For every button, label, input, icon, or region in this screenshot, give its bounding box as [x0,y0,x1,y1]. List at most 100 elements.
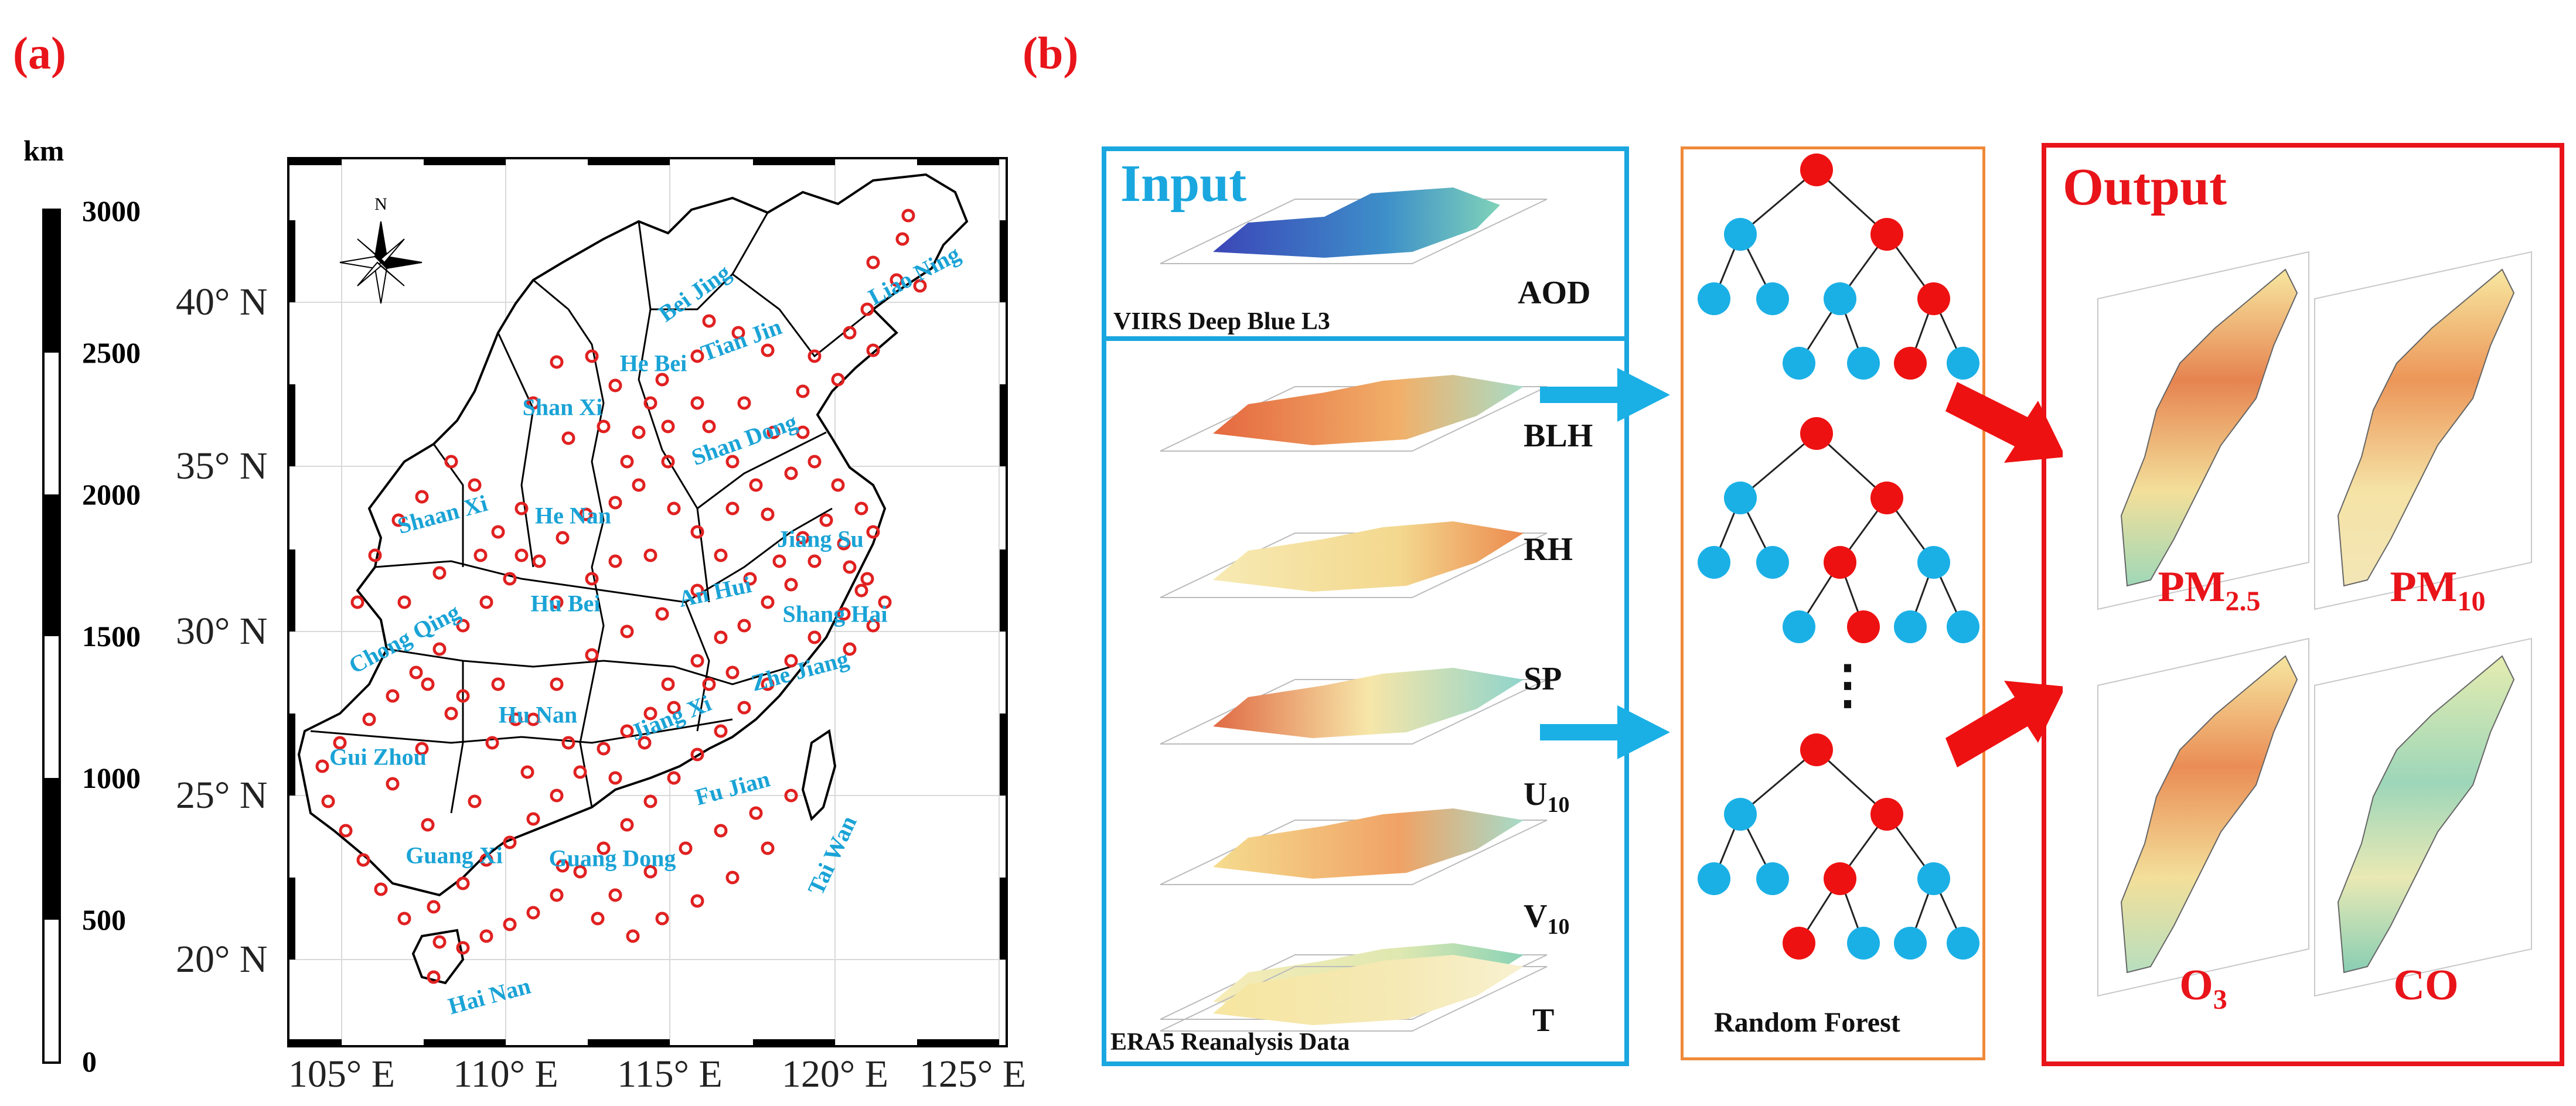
tree-edge [1740,749,1817,815]
monitoring-station [860,572,874,586]
tree-node [1824,282,1856,315]
monitoring-station [714,630,728,644]
monitoring-station [386,777,400,791]
monitoring-station [479,929,493,943]
tree-node [1870,482,1903,514]
monitoring-station [597,419,611,433]
scale-tick: 1500 [82,620,141,653]
output-label: O3 [2179,961,2227,1015]
input-box [1102,146,1629,1066]
tree-node [1894,347,1927,380]
tree-node [1824,862,1856,895]
tree-node [1870,798,1903,831]
monitoring-station [421,677,435,691]
monitoring-station [427,900,441,914]
monitoring-station [479,595,493,609]
monitoring-station [784,466,798,480]
province-label: He Bei [619,350,687,377]
monitoring-station [561,736,575,750]
monitoring-station [784,654,798,668]
monitoring-station [690,349,704,363]
monitoring-station [860,302,874,316]
satellite-caption: VIIRS Deep Blue L3 [1113,308,1330,335]
monitoring-station [526,906,540,920]
tree-node [1947,347,1979,380]
monitoring-station [901,209,915,223]
monitoring-station [444,706,458,721]
lat-label: 35° N [176,445,268,487]
monitoring-station [702,419,716,433]
monitoring-station [427,970,441,984]
tree-node [1917,546,1950,579]
output-label: PM2.5 [2158,563,2261,617]
monitoring-station [731,326,745,340]
monitoring-station [819,513,833,527]
monitoring-station [550,677,564,691]
tree-node [1870,218,1903,251]
monitoring-station [643,706,657,721]
monitoring-station [890,273,904,287]
monitoring-station [725,871,740,885]
lat-label: 20° N [176,938,268,981]
lat-label: 40° N [176,281,268,323]
monitoring-station [362,712,376,726]
monitoring-station [807,554,822,568]
monitoring-station [550,595,564,609]
province-label: Gui Zhou [329,743,427,770]
monitoring-station [667,701,681,715]
tree-node [1917,862,1950,895]
monitoring-station [667,771,681,785]
monitoring-station [761,677,775,691]
lon-label: 105° E [288,1053,396,1095]
monitoring-station [766,425,781,439]
monitoring-station [456,876,470,890]
tree-node [1847,347,1880,380]
monitoring-station [491,525,505,539]
monitoring-station [620,624,634,639]
monitoring-station [725,455,740,469]
monitoring-station [772,554,786,568]
monitoring-station [620,724,634,738]
input-divider [1102,336,1629,341]
lon-label: 115° E [617,1053,723,1095]
random-forest-trees [1698,153,1979,960]
random-forest-box [1681,146,1985,1060]
monitoring-station [550,355,564,369]
monitoring-station [866,619,880,633]
monitoring-station [714,724,728,738]
monitoring-station [573,765,587,779]
monitoring-station [556,859,570,873]
monitoring-station [643,865,657,879]
monitoring-station [796,384,810,398]
monitoring-station [632,478,646,492]
monitoring-station [397,595,411,609]
tree-node [1947,927,1979,960]
elevation-scale-bar [42,209,61,1064]
monitoring-station [391,513,406,527]
model-caption: Random Forest [1714,1007,1900,1038]
t-map-layer [1160,955,1548,1032]
monitoring-station [468,478,482,492]
tree-node [1800,153,1833,186]
monitoring-station [843,326,857,340]
monitoring-station [655,607,669,621]
monitoring-station [415,742,429,756]
monitoring-station [837,607,851,621]
monitoring-station [597,742,611,756]
province-label: Hu Nan [498,701,578,728]
monitoring-station [526,712,540,726]
monitoring-station [831,478,845,492]
monitoring-station [843,642,857,656]
tree-edge [1740,432,1817,499]
tree-node [1756,546,1789,579]
monitoring-station [526,396,540,410]
monitoring-station [784,788,798,803]
flow-arrows [1540,368,2063,767]
ellipsis: ⋮ [1821,656,1874,715]
province-label: Shang Hai [782,600,888,627]
reanalysis-caption: ERA5 Reanalysis Data [1110,1029,1350,1056]
monitoring-station [761,343,775,357]
scale-tick: 1000 [82,762,141,794]
province-label: Guang Xi [406,842,503,869]
monitoring-station [432,566,447,580]
